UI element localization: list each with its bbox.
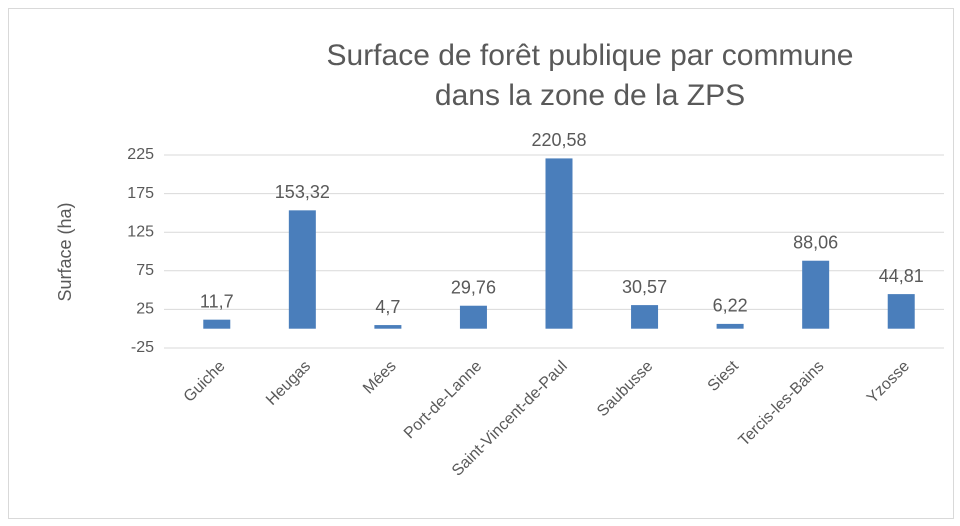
chart-border xyxy=(8,8,954,519)
x-tick-label: Tercis-les-Bains xyxy=(736,358,828,450)
x-tick-label: Port-de-Lanne xyxy=(401,358,485,442)
chart-title: Surface de forêt publique par commune da… xyxy=(326,39,854,112)
bar xyxy=(716,323,744,329)
x-tick-label: Mées xyxy=(360,358,400,398)
x-tick-label: Yzosse xyxy=(864,358,913,407)
y-tick-label: 125 xyxy=(127,223,154,240)
data-label: 4,7 xyxy=(375,297,400,317)
data-label: 88,06 xyxy=(793,232,838,252)
bar xyxy=(374,325,402,329)
bar xyxy=(887,294,915,329)
data-label: 30,57 xyxy=(622,277,667,297)
y-tick-label: 25 xyxy=(136,301,154,318)
y-tick-label: -25 xyxy=(131,339,154,356)
x-tick-label: Heugas xyxy=(263,358,314,409)
bar xyxy=(203,319,231,329)
bar xyxy=(288,210,316,329)
y-tick-label: 175 xyxy=(127,185,154,202)
bar xyxy=(802,260,830,329)
bar xyxy=(631,305,659,329)
x-tick-label: Siest xyxy=(705,357,743,395)
y-tick-label: 225 xyxy=(127,146,154,163)
data-label: 153,32 xyxy=(275,182,330,202)
x-tick-label: Guiche xyxy=(181,358,229,406)
y-axis-label: Surface (ha) xyxy=(55,202,75,301)
data-label: 11,7 xyxy=(200,291,234,311)
bar xyxy=(545,158,573,329)
bar xyxy=(459,305,487,329)
data-label: 29,76 xyxy=(451,277,496,297)
y-tick-label: 75 xyxy=(136,262,154,279)
data-label: 6,22 xyxy=(713,296,748,316)
data-label: 44,81 xyxy=(879,266,924,286)
data-label: 220,58 xyxy=(531,130,586,150)
x-tick-label: Saubusse xyxy=(594,358,656,420)
